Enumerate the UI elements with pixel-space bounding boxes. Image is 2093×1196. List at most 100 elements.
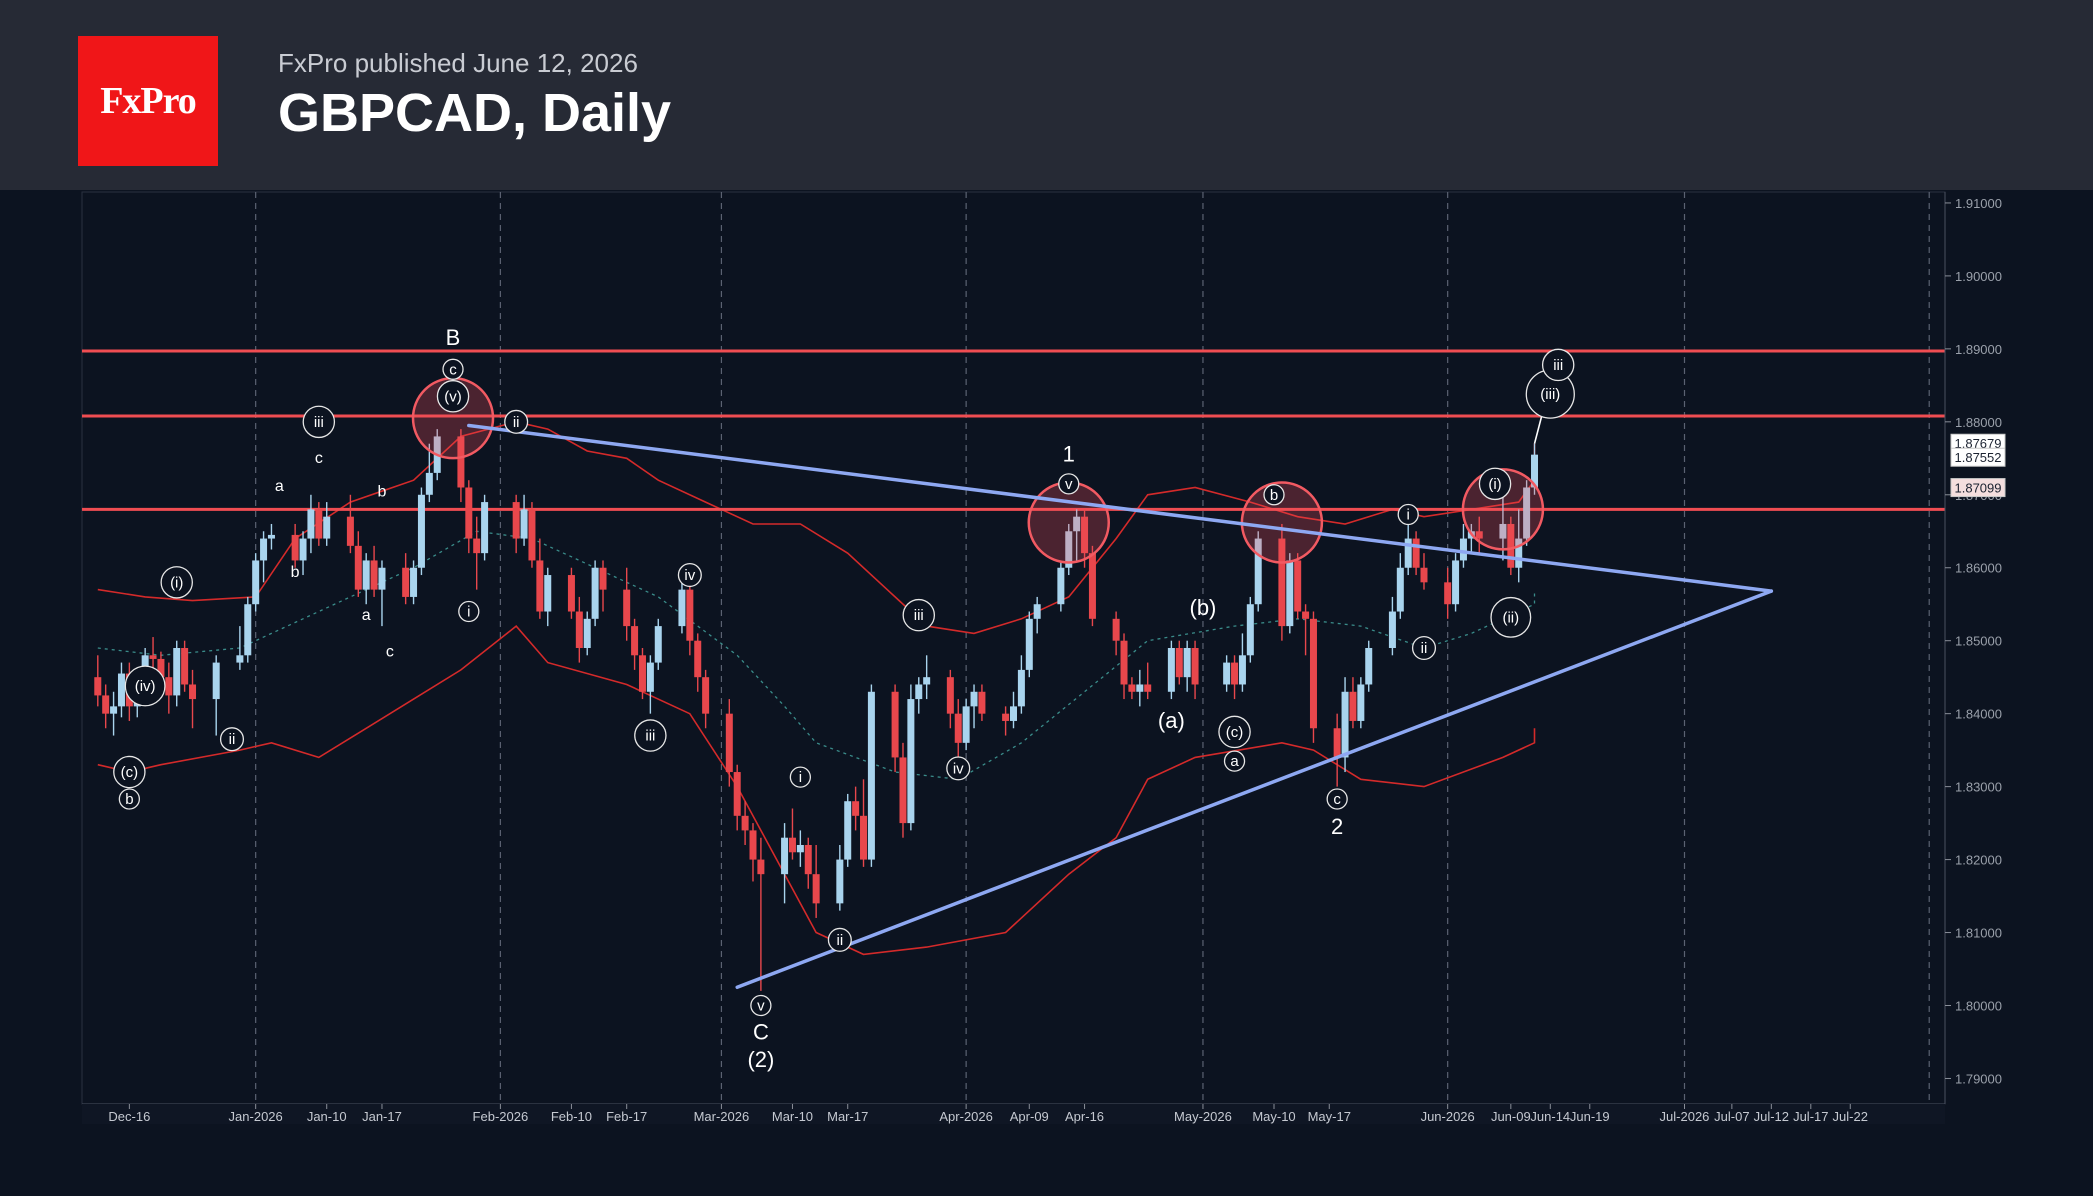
time-tick-label: Apr-16 xyxy=(1065,1109,1104,1124)
candle-body xyxy=(1017,669,1025,707)
logo-text: FxPro xyxy=(100,80,197,122)
wave-label: iv xyxy=(953,760,964,777)
candle-body xyxy=(1459,538,1467,561)
candle-body xyxy=(1404,538,1412,568)
wave-label: c xyxy=(315,450,323,467)
candle-body xyxy=(867,691,875,860)
wave-label-circle xyxy=(219,727,245,752)
time-tick-label: Mar-17 xyxy=(827,1109,868,1124)
wave-label: ii xyxy=(836,932,843,949)
candle-body xyxy=(212,662,220,700)
candle-body xyxy=(457,436,465,488)
candle-body xyxy=(1025,618,1033,670)
candle-body xyxy=(244,604,252,656)
candle-body xyxy=(110,706,118,714)
time-tick-label: Jun-19 xyxy=(1570,1109,1610,1124)
candle-body xyxy=(1341,691,1349,758)
price-tick-label: 1.85000 xyxy=(1955,634,2002,649)
candle-body xyxy=(844,801,852,860)
candle-body xyxy=(757,859,765,875)
time-tick-label: Jul-2026 xyxy=(1660,1109,1710,1124)
candle-body xyxy=(1444,582,1452,605)
wave-label-circle xyxy=(677,562,702,588)
wave-label-circle xyxy=(1490,596,1532,638)
candle-body xyxy=(410,567,418,597)
candle-body xyxy=(267,534,275,539)
candle-body xyxy=(165,677,173,696)
candle-body xyxy=(1010,706,1017,721)
wave-label: b xyxy=(1270,487,1278,504)
wave-label-circle xyxy=(113,755,146,789)
candle-body xyxy=(694,640,702,678)
time-tick-label: Feb-10 xyxy=(551,1109,592,1124)
wave-label: iii xyxy=(645,728,655,745)
time-tick-label: Feb-17 xyxy=(606,1109,647,1124)
wave-label: c xyxy=(386,643,394,660)
candle-body xyxy=(1333,728,1341,758)
triangle-trendline xyxy=(735,589,1774,990)
candle-body xyxy=(1144,684,1152,692)
middle-band-line xyxy=(97,530,1536,780)
wave-label: (c) xyxy=(121,764,139,781)
wave-label: (2) xyxy=(747,1047,774,1072)
candle-body xyxy=(481,502,489,554)
wave-label: (v) xyxy=(444,388,462,405)
wave-label: iii xyxy=(314,414,324,431)
time-tick-label: Jan-10 xyxy=(307,1109,347,1124)
time-tick-label: Feb-2026 xyxy=(473,1109,529,1124)
wave-label: ii xyxy=(1421,640,1428,657)
wave-label: i xyxy=(1407,506,1410,523)
candle-body xyxy=(646,662,654,692)
plot-area xyxy=(81,191,1946,1105)
candle-body xyxy=(907,699,915,824)
wave-label: (i) xyxy=(1488,476,1501,493)
candle-body xyxy=(1223,662,1231,685)
candle-body xyxy=(1057,567,1065,605)
candle-body xyxy=(725,713,733,773)
time-tick-label: Jan-2026 xyxy=(229,1109,283,1124)
candle-body xyxy=(315,509,323,539)
candle-body xyxy=(378,567,386,590)
time-tick-label: May-2026 xyxy=(1174,1109,1232,1124)
wave-label: (c) xyxy=(1226,724,1244,741)
candle-body xyxy=(370,560,378,590)
wave-label: 1 xyxy=(1063,442,1075,467)
wave-label: i xyxy=(799,769,802,786)
candle-body xyxy=(1231,662,1239,685)
candle-body xyxy=(157,658,165,678)
candle-body xyxy=(1523,487,1531,539)
wave-label-circle xyxy=(1541,348,1575,382)
candle-body xyxy=(804,844,812,875)
candle-body xyxy=(1286,560,1294,627)
candle-body xyxy=(638,655,646,692)
wave-label-circle xyxy=(1218,715,1251,749)
wave-label: (a) xyxy=(1158,708,1185,733)
wave-label: a xyxy=(362,607,371,624)
wave-label: C xyxy=(753,1019,769,1044)
wave-label: (iv) xyxy=(135,678,156,695)
wave-label-circle xyxy=(1263,484,1285,506)
candle-body xyxy=(915,684,923,700)
candle-body xyxy=(346,516,354,546)
candle-body xyxy=(591,567,599,619)
candle-body xyxy=(417,494,425,568)
time-tick-label: May-10 xyxy=(1252,1109,1295,1124)
wave-label: v xyxy=(1065,476,1073,493)
time-tick-label: Apr-2026 xyxy=(939,1109,992,1124)
wave-label: iv xyxy=(684,567,695,584)
candle-body xyxy=(852,801,860,816)
price-label: 1.87679 xyxy=(1955,436,2002,451)
candle-body xyxy=(260,538,268,561)
candle-body xyxy=(954,713,962,743)
wave-label: a xyxy=(1230,753,1239,770)
candle-body xyxy=(1420,567,1428,583)
wave-label: (i) xyxy=(170,574,183,591)
candle-body xyxy=(962,706,970,743)
candle-body xyxy=(702,677,710,714)
price-tick-label: 1.88000 xyxy=(1955,415,2002,430)
wave-label: c xyxy=(1333,791,1341,808)
time-tick-label: Jan-17 xyxy=(362,1109,402,1124)
candle-body xyxy=(1073,516,1081,532)
candle-body xyxy=(536,560,544,612)
